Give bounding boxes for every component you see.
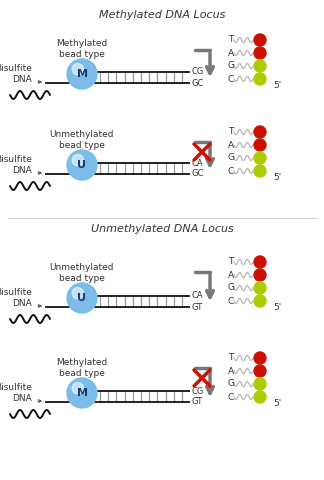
Circle shape xyxy=(254,256,266,268)
Text: GT: GT xyxy=(191,302,202,312)
Circle shape xyxy=(67,150,97,180)
Text: A: A xyxy=(228,367,234,375)
Text: U: U xyxy=(77,160,87,170)
Text: G: G xyxy=(228,154,235,163)
Text: Methylated
bead type: Methylated bead type xyxy=(56,358,108,378)
Circle shape xyxy=(254,47,266,59)
Text: Bisulfite
DNA: Bisulfite DNA xyxy=(0,64,32,84)
Circle shape xyxy=(254,139,266,151)
Circle shape xyxy=(254,282,266,294)
Text: T: T xyxy=(228,36,233,45)
Circle shape xyxy=(254,391,266,403)
Circle shape xyxy=(254,152,266,164)
Circle shape xyxy=(254,34,266,46)
Text: M: M xyxy=(76,388,87,398)
Circle shape xyxy=(67,283,97,313)
Text: 5': 5' xyxy=(273,82,281,91)
Text: T: T xyxy=(228,257,233,266)
Circle shape xyxy=(254,73,266,85)
Text: U: U xyxy=(77,293,87,303)
Text: C: C xyxy=(228,167,234,176)
Text: Bisulfite
DNA: Bisulfite DNA xyxy=(0,383,32,403)
Text: CA: CA xyxy=(191,158,202,168)
Text: 5': 5' xyxy=(273,173,281,182)
Text: GC: GC xyxy=(191,169,203,179)
Text: Unmethylated
bead type: Unmethylated bead type xyxy=(50,130,114,150)
Text: A: A xyxy=(228,48,234,58)
Text: 5': 5' xyxy=(273,303,281,312)
Text: T: T xyxy=(228,353,233,362)
Text: C: C xyxy=(228,74,234,84)
Text: CG: CG xyxy=(191,386,203,396)
Text: C: C xyxy=(228,393,234,401)
Circle shape xyxy=(72,383,84,394)
Circle shape xyxy=(254,352,266,364)
Circle shape xyxy=(254,60,266,72)
Circle shape xyxy=(67,378,97,408)
Circle shape xyxy=(254,295,266,307)
Circle shape xyxy=(72,155,84,166)
Circle shape xyxy=(254,165,266,177)
Text: Bisulfite
DNA: Bisulfite DNA xyxy=(0,155,32,175)
Text: 5': 5' xyxy=(273,399,281,408)
Text: Bisulfite
DNA: Bisulfite DNA xyxy=(0,288,32,308)
Text: CA: CA xyxy=(191,291,202,300)
Circle shape xyxy=(254,365,266,377)
Circle shape xyxy=(72,63,84,75)
Circle shape xyxy=(254,126,266,138)
Text: GT: GT xyxy=(191,397,202,407)
Text: C: C xyxy=(228,297,234,305)
Circle shape xyxy=(67,59,97,89)
Text: G: G xyxy=(228,61,235,71)
Text: M: M xyxy=(76,69,87,79)
Text: Unmethylated DNA Locus: Unmethylated DNA Locus xyxy=(91,224,233,234)
Text: Methylated
bead type: Methylated bead type xyxy=(56,39,108,60)
Text: Unmethylated
bead type: Unmethylated bead type xyxy=(50,263,114,284)
Text: G: G xyxy=(228,284,235,292)
Text: T: T xyxy=(228,128,233,136)
Text: GC: GC xyxy=(191,79,203,87)
Text: G: G xyxy=(228,380,235,388)
Text: CG: CG xyxy=(191,68,203,76)
Circle shape xyxy=(72,288,84,299)
Circle shape xyxy=(254,378,266,390)
Text: Methylated DNA Locus: Methylated DNA Locus xyxy=(99,10,225,20)
Text: A: A xyxy=(228,271,234,279)
Text: A: A xyxy=(228,141,234,149)
Circle shape xyxy=(254,269,266,281)
